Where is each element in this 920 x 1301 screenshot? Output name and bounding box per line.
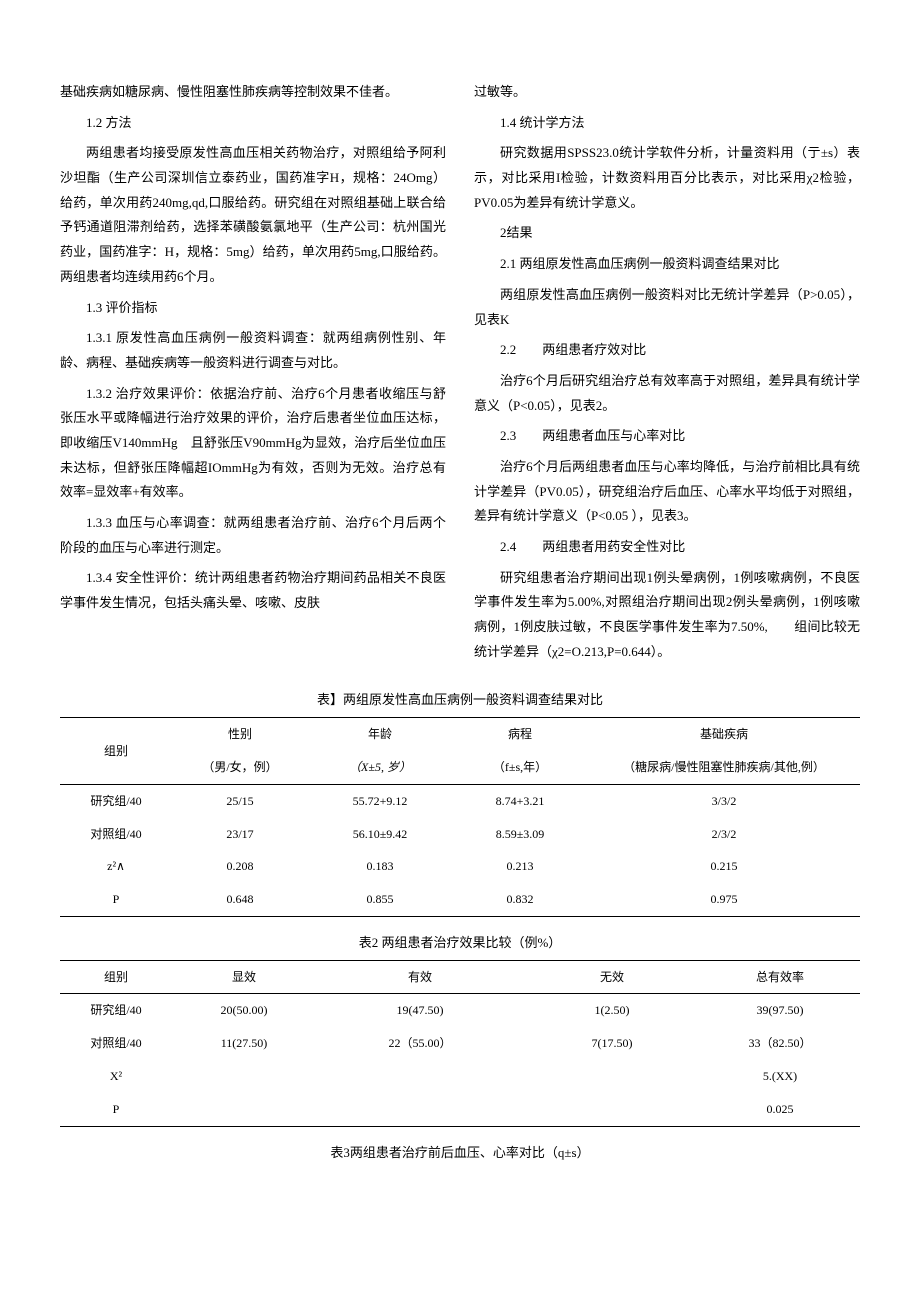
table1: 组别 性别 年龄 病程 基础疾病 （男/女，例） （X±5, 岁） （f±s,年… bbox=[60, 717, 860, 917]
table1-col0: 组别 bbox=[60, 718, 172, 785]
paragraph-2-3: 治疗6个月后两组患者血压与心率均降低，与治疗前相比具有统计学差异（PV0.05）… bbox=[474, 455, 860, 529]
table1-caption: 表】两组原发性高血压病例一般资料调查结果对比 bbox=[60, 688, 860, 713]
cell: 8.59±3.09 bbox=[452, 818, 588, 851]
cell: 8.74+3.21 bbox=[452, 784, 588, 817]
heading-1-3: 1.3 评价指标 bbox=[60, 296, 446, 321]
table1-col3: 病程 bbox=[452, 718, 588, 751]
table2-col2: 有效 bbox=[316, 960, 524, 994]
table1-col2: 年龄 bbox=[308, 718, 452, 751]
table1-body: 研究组/40 25/15 55.72+9.12 8.74+3.21 3/3/2 … bbox=[60, 784, 860, 916]
cell: 39(97.50) bbox=[700, 994, 860, 1027]
cell: 56.10±9.42 bbox=[308, 818, 452, 851]
cell: 23/17 bbox=[172, 818, 308, 851]
table2-caption: 表2 两组患者治疗效果比较（例%） bbox=[60, 931, 860, 956]
table1-col1: 性别 bbox=[172, 718, 308, 751]
table2-body: 研究组/40 20(50.00) 19(47.50) 1(2.50) 39(97… bbox=[60, 994, 860, 1126]
cell: 0.215 bbox=[588, 850, 860, 883]
left-column: 基础疾病如糖尿病、慢性阻塞性肺疾病等控制效果不佳者。 1.2 方法 两组患者均接… bbox=[60, 80, 446, 670]
heading-2: 2结果 bbox=[474, 221, 860, 246]
paragraph-1-3-2: 1.3.2 治疗效果评价：依据治疗前、治疗6个月患者收缩压与舒张压水平或降幅进行… bbox=[60, 382, 446, 505]
table1-col1-sub: （男/女，例） bbox=[172, 751, 308, 784]
cell: 0.183 bbox=[308, 850, 452, 883]
cell: 33（82.50） bbox=[700, 1027, 860, 1060]
table-row: 对照组/40 11(27.50) 22（55.00） 7(17.50) 33（8… bbox=[60, 1027, 860, 1060]
cell bbox=[316, 1093, 524, 1126]
cell bbox=[524, 1093, 700, 1126]
cell: 0.855 bbox=[308, 883, 452, 916]
paragraph-1-2: 两组患者均接受原发性高血压相关药物治疗，对照组给予阿利沙坦酯（生产公司深圳信立泰… bbox=[60, 141, 446, 289]
cell: 0.832 bbox=[452, 883, 588, 916]
table-row: 研究组/40 25/15 55.72+9.12 8.74+3.21 3/3/2 bbox=[60, 784, 860, 817]
paragraph-1-4: 研究数据用SPSS23.0统计学软件分析，计量资料用（亍±s）表示，对比采用I检… bbox=[474, 141, 860, 215]
cell bbox=[172, 1060, 316, 1093]
cell bbox=[524, 1060, 700, 1093]
paragraph-1-3-1: 1.3.1 原发性高血压病例一般资料调查：就两组病例性别、年龄、病程、基础疾病等… bbox=[60, 326, 446, 375]
cell: P bbox=[60, 883, 172, 916]
table-row: 对照组/40 23/17 56.10±9.42 8.59±3.09 2/3/2 bbox=[60, 818, 860, 851]
table1-col2-sub: （X±5, 岁） bbox=[308, 751, 452, 784]
table1-col4-sub: （糖尿病/慢性阻塞性肺疾病/其他,例） bbox=[588, 751, 860, 784]
heading-2-4: 2.4 两组患者用药安全性对比 bbox=[474, 535, 860, 560]
cell: 0.648 bbox=[172, 883, 308, 916]
heading-1-4: 1.4 统计学方法 bbox=[474, 111, 860, 136]
table-row: z²∧ 0.208 0.183 0.213 0.215 bbox=[60, 850, 860, 883]
table-subheader-row: （男/女，例） （X±5, 岁） （f±s,年） （糖尿病/慢性阻塞性肺疾病/其… bbox=[60, 751, 860, 784]
table-row: 研究组/40 20(50.00) 19(47.50) 1(2.50) 39(97… bbox=[60, 994, 860, 1027]
two-column-layout: 基础疾病如糖尿病、慢性阻塞性肺疾病等控制效果不佳者。 1.2 方法 两组患者均接… bbox=[60, 80, 860, 670]
table2-col0: 组别 bbox=[60, 960, 172, 994]
cell bbox=[172, 1093, 316, 1126]
table-header-row: 组别 显效 有效 无效 总有效率 bbox=[60, 960, 860, 994]
cell: 对照组/40 bbox=[60, 818, 172, 851]
paragraph-1-3-3: 1.3.3 血压与心率调查：就两组患者治疗前、治疗6个月后两个阶段的血压与心率进… bbox=[60, 511, 446, 560]
right-continuation: 过敏等。 bbox=[474, 80, 860, 105]
cell: 55.72+9.12 bbox=[308, 784, 452, 817]
table3-caption: 表3两组患者治疗前后血压、心率对比（q±s） bbox=[60, 1141, 860, 1166]
heading-2-2: 2.2 两组患者疗效对比 bbox=[474, 338, 860, 363]
paragraph-2-2: 治疗6个月后研究组治疗总有效率高于对照组，差异具有统计学意义（P<0.05），见… bbox=[474, 369, 860, 418]
cell: 25/15 bbox=[172, 784, 308, 817]
heading-2-1: 2.1 两组原发性高血压病例一般资料调查结果对比 bbox=[474, 252, 860, 277]
cell: 22（55.00） bbox=[316, 1027, 524, 1060]
cell: 0.975 bbox=[588, 883, 860, 916]
cell: 对照组/40 bbox=[60, 1027, 172, 1060]
table-header-row: 组别 性别 年龄 病程 基础疾病 bbox=[60, 718, 860, 751]
cell: 0.208 bbox=[172, 850, 308, 883]
cell: 3/3/2 bbox=[588, 784, 860, 817]
right-column: 过敏等。 1.4 统计学方法 研究数据用SPSS23.0统计学软件分析，计量资料… bbox=[474, 80, 860, 670]
table2-col4: 总有效率 bbox=[700, 960, 860, 994]
table-row: P 0.025 bbox=[60, 1093, 860, 1126]
cell: 7(17.50) bbox=[524, 1027, 700, 1060]
cell: X² bbox=[60, 1060, 172, 1093]
cell: 研究组/40 bbox=[60, 784, 172, 817]
table2: 组别 显效 有效 无效 总有效率 研究组/40 20(50.00) 19(47.… bbox=[60, 960, 860, 1127]
table1-col3-sub: （f±s,年） bbox=[452, 751, 588, 784]
cell: 11(27.50) bbox=[172, 1027, 316, 1060]
cell: 0.213 bbox=[452, 850, 588, 883]
cell: 0.025 bbox=[700, 1093, 860, 1126]
cell: 19(47.50) bbox=[316, 994, 524, 1027]
cell: 20(50.00) bbox=[172, 994, 316, 1027]
table2-col3: 无效 bbox=[524, 960, 700, 994]
cell: 1(2.50) bbox=[524, 994, 700, 1027]
table1-col4: 基础疾病 bbox=[588, 718, 860, 751]
cell: 5.(XX) bbox=[700, 1060, 860, 1093]
cell: 2/3/2 bbox=[588, 818, 860, 851]
table-row: P 0.648 0.855 0.832 0.975 bbox=[60, 883, 860, 916]
cell: P bbox=[60, 1093, 172, 1126]
heading-2-3: 2.3 两组患者血压与心率对比 bbox=[474, 424, 860, 449]
paragraph-1-3-4: 1.3.4 安全性评价：统计两组患者药物治疗期间药品相关不良医学事件发生情况，包… bbox=[60, 566, 446, 615]
paragraph-2-1: 两组原发性高血压病例一般资料对比无统计学差异（P>0.05），见表K bbox=[474, 283, 860, 332]
cell: 研究组/40 bbox=[60, 994, 172, 1027]
heading-1-2: 1.2 方法 bbox=[60, 111, 446, 136]
cell: z²∧ bbox=[60, 850, 172, 883]
cell bbox=[316, 1060, 524, 1093]
paragraph-2-4: 研究组患者治疗期间出现1例头晕病例，1例咳嗽病例，不良医学事件发生率为5.00%… bbox=[474, 566, 860, 665]
table-row: X² 5.(XX) bbox=[60, 1060, 860, 1093]
table2-col1: 显效 bbox=[172, 960, 316, 994]
left-continuation: 基础疾病如糖尿病、慢性阻塞性肺疾病等控制效果不佳者。 bbox=[60, 80, 446, 105]
